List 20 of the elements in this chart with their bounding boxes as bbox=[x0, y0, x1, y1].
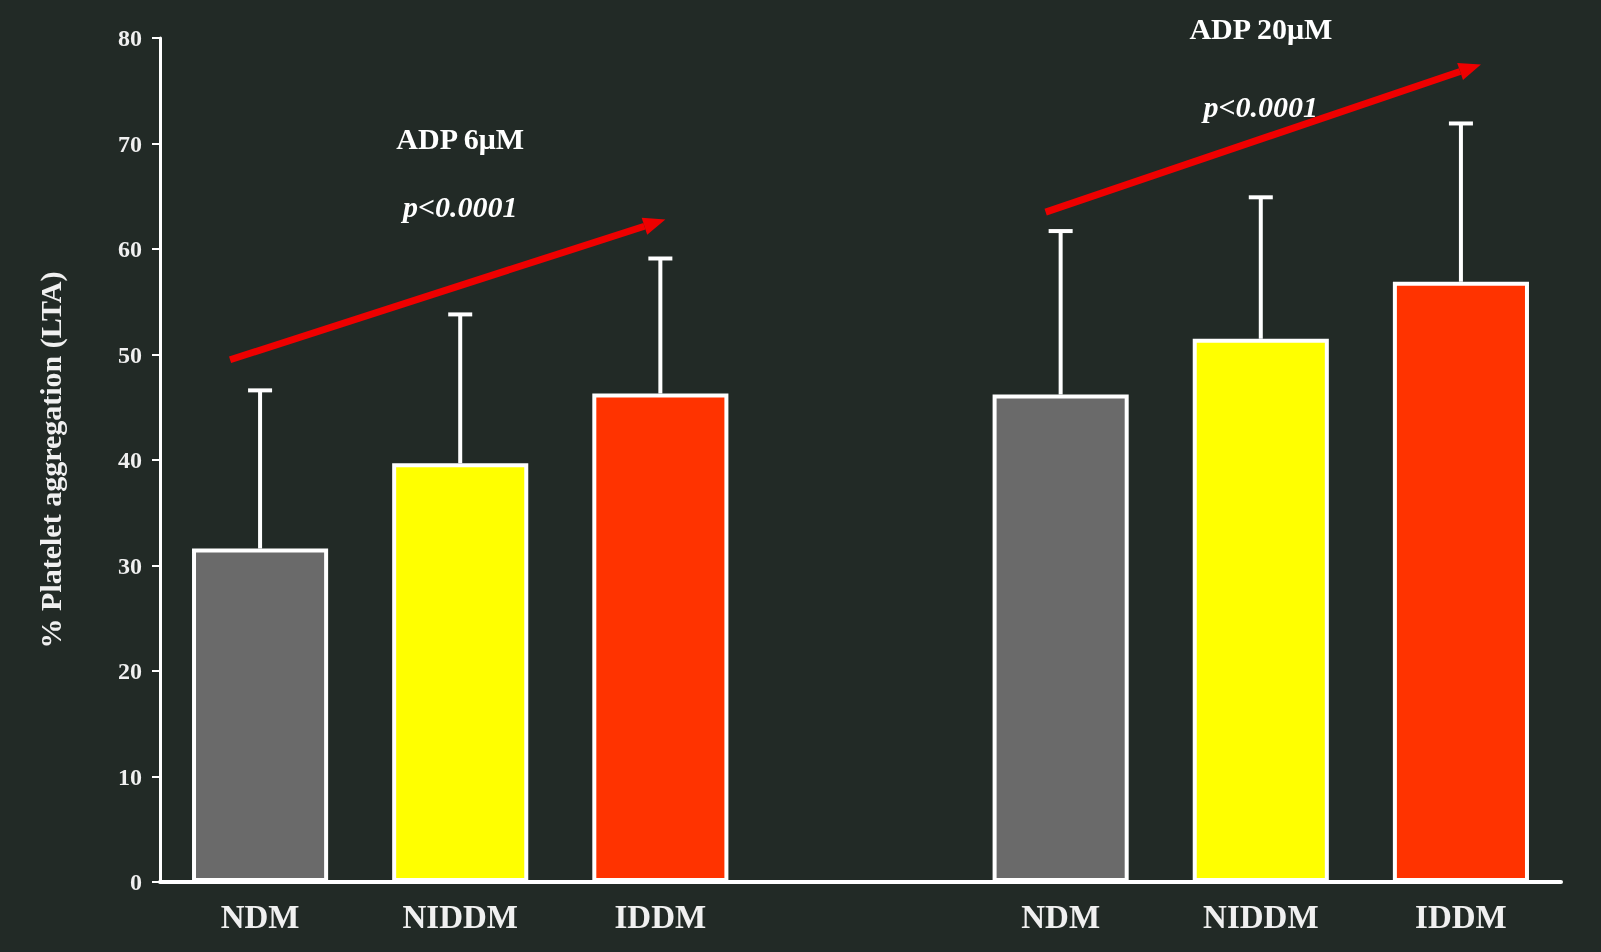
y-tick-label: 70 bbox=[118, 130, 142, 157]
y-tick-label: 10 bbox=[118, 763, 142, 790]
x-tick-label: NIDDM bbox=[402, 898, 518, 935]
x-tick-label: NDM bbox=[220, 898, 300, 935]
annotation: ADP 20μM bbox=[1189, 11, 1333, 45]
y-tick-label: 0 bbox=[130, 869, 142, 895]
y-tick-label: 40 bbox=[118, 447, 142, 473]
y-tick-label: 60 bbox=[118, 236, 142, 262]
x-tick-label: IDDM bbox=[1415, 898, 1507, 935]
annotation: p<0.0001 bbox=[1200, 90, 1319, 124]
y-tick-label: 20 bbox=[118, 658, 142, 684]
x-tick-label: NDM bbox=[1021, 898, 1101, 935]
x-tick-label: NIDDM bbox=[1203, 898, 1319, 935]
y-tick-label: 30 bbox=[118, 552, 142, 579]
y-axis-title: % Platelet aggregation (LTA) bbox=[33, 271, 68, 649]
annotation: p<0.0001 bbox=[399, 190, 518, 224]
annotation: ADP 6μM bbox=[396, 121, 525, 155]
y-tick-label: 50 bbox=[118, 341, 142, 368]
y-tick-label: 80 bbox=[118, 25, 142, 51]
x-tick-label: IDDM bbox=[614, 898, 707, 935]
